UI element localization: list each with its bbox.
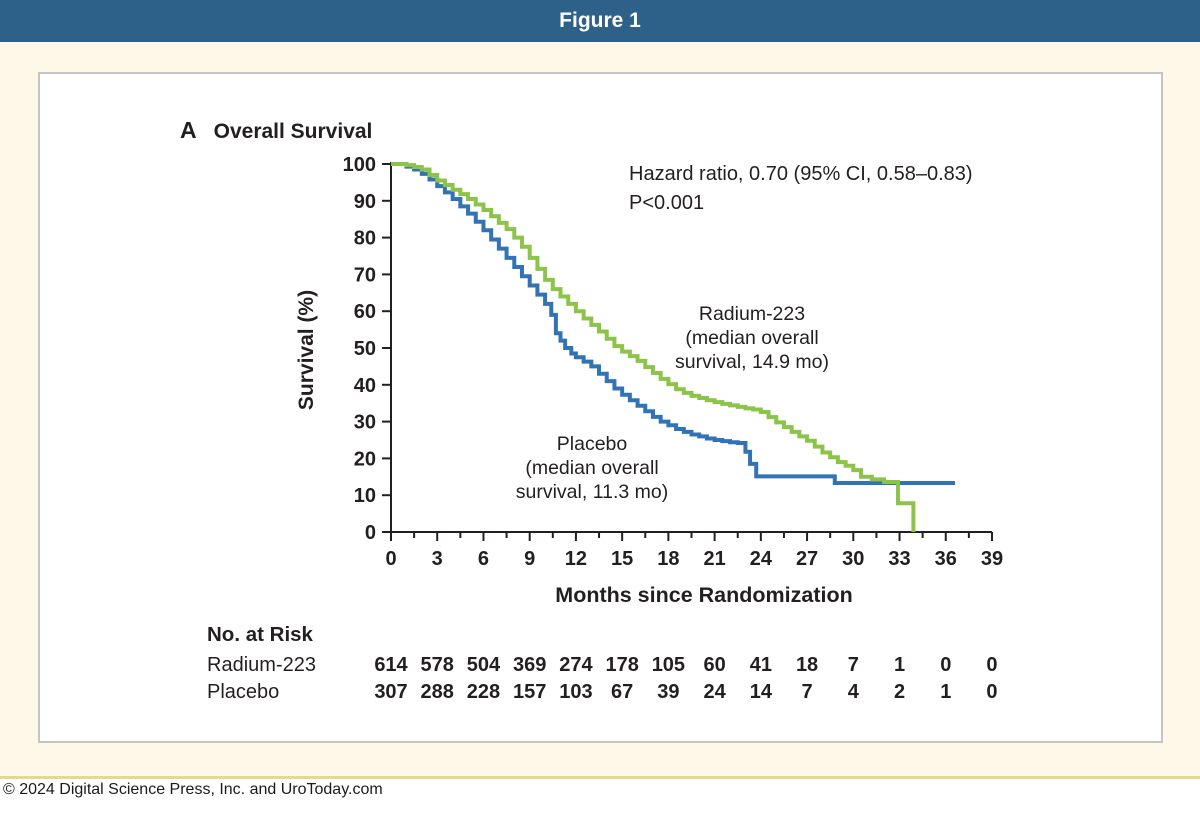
placebo-curve-label-line: (median overall xyxy=(525,457,659,479)
placebo-curve-label-line: survival, 11.3 mo) xyxy=(515,481,669,503)
at-risk-value: 288 xyxy=(420,681,454,703)
radium-223-curve xyxy=(391,162,916,532)
at-risk-value: 504 xyxy=(466,654,501,676)
panel-letter: A xyxy=(180,117,197,143)
x-tick-label: 21 xyxy=(703,548,725,570)
x-tick-label: 36 xyxy=(935,548,957,570)
x-tick-label: 24 xyxy=(750,548,773,570)
at-risk-value: 105 xyxy=(651,654,686,676)
at-risk-value: 2 xyxy=(893,681,906,703)
x-axis-title: Months since Randomization xyxy=(555,583,853,607)
at-risk-value: 1 xyxy=(893,654,906,676)
y-tick-label: 70 xyxy=(354,264,376,286)
at-risk-value: 307 xyxy=(374,681,408,703)
at-risk-value: 1 xyxy=(940,681,952,703)
x-tick-label: 18 xyxy=(657,548,679,570)
radium-curve-label-line: survival, 14.9 mo) xyxy=(675,351,829,373)
x-tick-label: 30 xyxy=(842,548,864,570)
y-tick-label: 0 xyxy=(365,522,376,544)
at-risk-value: 41 xyxy=(749,654,772,676)
at-risk-value: 578 xyxy=(420,654,454,676)
at-risk-value: 18 xyxy=(795,654,819,676)
at-risk-value: 228 xyxy=(466,681,501,703)
y-tick-label: 100 xyxy=(343,154,376,176)
at-risk-value: 274 xyxy=(559,654,593,676)
x-tick-label: 27 xyxy=(796,548,818,570)
figure-panel: A Overall Survival 0 10 20 30 40 50 60 70 80 90 100… xyxy=(38,72,1163,743)
x-tick-label: 39 xyxy=(981,548,1003,570)
y-tick-label: 80 xyxy=(354,228,376,250)
at-risk-value: 103 xyxy=(559,681,593,703)
at-risk-value: 60 xyxy=(703,654,726,676)
y-tick-label: 20 xyxy=(354,448,376,470)
copyright-footer: © 2024 Digital Science Press, Inc. and U… xyxy=(3,781,383,798)
y-tick-label: 10 xyxy=(354,485,376,507)
at-risk-value: 0 xyxy=(986,681,998,703)
at-risk-value: 0 xyxy=(940,654,952,676)
panel-title: A Overall Survival xyxy=(180,117,372,144)
placebo-curve-label-line: Placebo xyxy=(556,433,628,455)
y-tick-label: 90 xyxy=(354,191,376,213)
hazard-ratio-annotation: Hazard ratio, 0.70 (95% CI, 0.58–0.83) P… xyxy=(629,160,973,218)
placebo-curve-label: Placebo (median overall survival, 11.3 m… xyxy=(472,432,712,504)
at-risk-value: 614 xyxy=(374,654,408,676)
radium-curve-label-line: (median overall xyxy=(685,327,819,349)
at-risk-value: 67 xyxy=(611,681,634,703)
at-risk-row-label-radium: Radium-223 xyxy=(207,654,316,676)
no-at-risk-heading: No. at Risk xyxy=(207,623,313,646)
panel-title-text: Overall Survival xyxy=(213,120,373,143)
at-risk-value: 7 xyxy=(801,681,813,703)
placebo-curve xyxy=(391,162,956,486)
at-risk-value: 39 xyxy=(657,681,680,703)
x-tick-label: 33 xyxy=(888,548,910,570)
at-risk-value: 0 xyxy=(986,654,998,676)
at-risk-value: 7 xyxy=(847,654,859,676)
figure-card: A Overall Survival 0 10 20 30 40 50 60 70 80 90 100… xyxy=(0,42,1200,779)
at-risk-value: 14 xyxy=(749,681,772,703)
radium-curve-label: Radium-223 (median overall survival, 14.… xyxy=(632,302,872,374)
x-tick-label: 12 xyxy=(565,548,587,570)
y-tick-label: 30 xyxy=(354,412,376,434)
p-value-text: P<0.001 xyxy=(629,192,705,214)
y-axis-title: Survival (%) xyxy=(295,289,318,411)
x-tick-label: 6 xyxy=(478,548,489,570)
hazard-ratio-text: Hazard ratio, 0.70 (95% CI, 0.58–0.83) xyxy=(629,163,973,185)
y-tick-label: 50 xyxy=(354,338,376,360)
figure-title-bar: Figure 1 xyxy=(0,0,1200,42)
y-tick-label: 60 xyxy=(354,301,376,323)
x-tick-label: 3 xyxy=(432,548,443,570)
x-tick-label: 9 xyxy=(524,548,535,570)
at-risk-value: 178 xyxy=(605,654,639,676)
figure-title: Figure 1 xyxy=(559,9,641,32)
at-risk-value: 157 xyxy=(513,681,547,703)
at-risk-value: 4 xyxy=(847,681,859,703)
x-tick-label: 15 xyxy=(611,548,633,570)
x-tick-label: 0 xyxy=(385,548,396,570)
at-risk-row-label-placebo: Placebo xyxy=(207,681,280,703)
y-tick-label: 40 xyxy=(354,375,376,397)
at-risk-value: 369 xyxy=(513,654,547,676)
radium-curve-label-line: Radium-223 xyxy=(698,303,806,325)
at-risk-value: 24 xyxy=(703,681,726,703)
